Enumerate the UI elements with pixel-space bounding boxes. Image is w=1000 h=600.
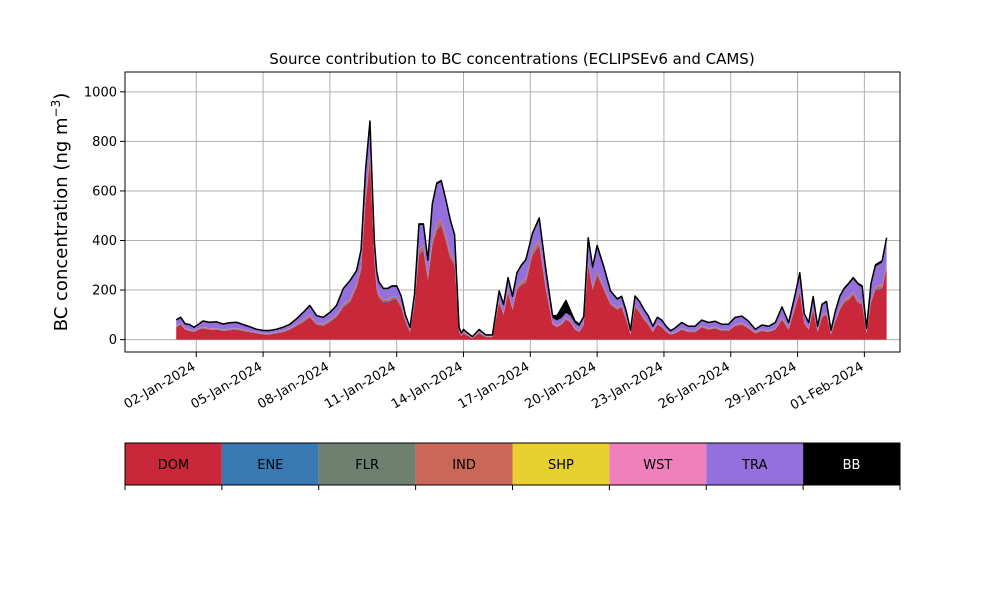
legend-label-flr: FLR xyxy=(355,458,379,473)
legend-label-dom: DOM xyxy=(158,458,189,473)
grid-lines xyxy=(125,72,900,352)
y-tick-label-5: 1000 xyxy=(84,85,117,100)
x-tick-label-1: 05-Jan-2024 xyxy=(188,359,265,412)
source-colorbar-legend: DOM ENE FLR IND SHP WST TRA BB xyxy=(124,442,901,490)
area-tra xyxy=(176,122,887,338)
y-axis-label-exponent: −3 xyxy=(49,100,63,118)
legend-swatch-flr xyxy=(318,443,416,485)
y-axis-label-text: BC concentration (ng m xyxy=(51,117,72,331)
y-tick-label-0: 0 xyxy=(109,333,117,348)
chart-title: Source contribution to BC concentrations… xyxy=(269,50,754,68)
legend-label-shp: SHP xyxy=(548,458,574,473)
x-tick-label-6: 20-Jan-2024 xyxy=(523,359,600,412)
x-tick-label-10: 01-Feb-2024 xyxy=(788,359,867,413)
legend-swatch-dom xyxy=(125,443,222,485)
x-tick-label-2: 08-Jan-2024 xyxy=(255,359,332,412)
x-tick-label-3: 11-Jan-2024 xyxy=(322,359,399,412)
area-ene xyxy=(176,159,887,339)
x-tick-label-0: 02-Jan-2024 xyxy=(122,359,199,412)
x-tick-label-9: 29-Jan-2024 xyxy=(723,359,800,412)
legend-swatch-tra xyxy=(706,443,804,485)
legend-swatch-shp xyxy=(512,443,610,485)
x-axis: 02-Jan-202405-Jan-202408-Jan-202411-Jan-… xyxy=(122,352,867,413)
area-ind xyxy=(176,153,887,339)
legend-swatch-ene xyxy=(221,443,319,485)
y-axis-label: BC concentration (ng m−3) xyxy=(49,93,72,332)
stacked-areas xyxy=(176,121,887,340)
y-axis-label-suffix: ) xyxy=(51,93,72,100)
total-concentration-line xyxy=(175,120,888,338)
area-dom xyxy=(176,161,887,340)
legend-swatch-wst xyxy=(609,443,707,485)
legend-frame xyxy=(124,442,901,486)
legend-label-ene: ENE xyxy=(257,458,283,473)
y-tick-label-4: 800 xyxy=(92,135,117,150)
x-tick-label-8: 26-Jan-2024 xyxy=(656,359,733,412)
total-line xyxy=(175,120,888,338)
legend-label-ind: IND xyxy=(452,458,476,473)
legend-label-tra: TRA xyxy=(741,458,767,473)
y-axis: 0 200 400 600 800 1000 xyxy=(84,85,125,348)
y-tick-label-3: 600 xyxy=(92,184,117,199)
legend-label-wst: WST xyxy=(643,458,672,473)
legend-swatch-ind xyxy=(415,443,513,485)
x-tick-label-4: 14-Jan-2024 xyxy=(389,359,466,412)
y-tick-label-2: 400 xyxy=(92,234,117,249)
legend-swatch-bb xyxy=(803,443,900,485)
legend-label-bb: BB xyxy=(843,458,861,473)
plot-frame xyxy=(124,71,901,353)
x-tick-label-7: 23-Jan-2024 xyxy=(589,359,666,412)
y-tick-label-1: 200 xyxy=(92,284,117,299)
x-tick-label-5: 17-Jan-2024 xyxy=(456,359,533,412)
